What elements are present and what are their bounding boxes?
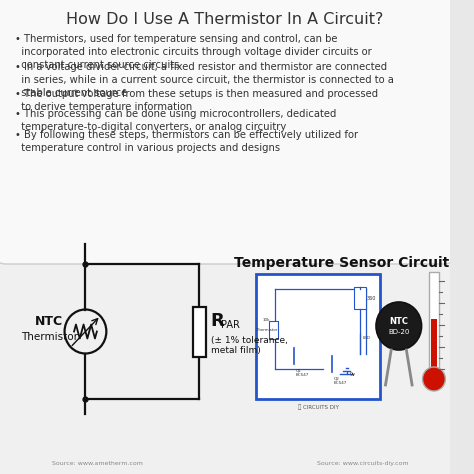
Text: • This processing can be done using microcontrollers, dedicated
  temperature-to: • This processing can be done using micr… [15,109,337,132]
Text: Q1
BC547: Q1 BC547 [295,368,309,377]
Text: R: R [211,312,225,330]
Text: metal film): metal film) [211,346,261,355]
Text: • Thermistors, used for temperature sensing and control, can be
  incorporated i: • Thermistors, used for temperature sens… [15,34,372,71]
Text: Thermistor: Thermistor [256,328,277,332]
Bar [354,287,365,309]
Text: 360: 360 [366,295,376,301]
Bar [269,321,278,339]
Text: Source: www.ametherm.com: Source: www.ametherm.com [52,461,143,466]
Text: Temperature Sensor Circuit: Temperature Sensor Circuit [234,256,449,270]
Text: NTC: NTC [389,317,408,326]
Text: Source: www.circuits-diy.com: Source: www.circuits-diy.com [317,461,408,466]
Text: PAR: PAR [221,320,240,330]
Text: BD-20: BD-20 [388,329,410,335]
Text: NTC: NTC [35,315,64,328]
Text: Q2
BC547: Q2 BC547 [333,376,346,384]
Circle shape [376,302,421,350]
Text: 10k: 10k [263,318,271,322]
Text: How Do I Use A Thermistor In A Circuit?: How Do I Use A Thermistor In A Circuit? [66,12,384,27]
FancyBboxPatch shape [0,0,456,264]
Circle shape [422,367,446,391]
Text: (± 1% tolerance,: (± 1% tolerance, [211,337,288,346]
Text: ⓒ CIRCUITS DIY: ⓒ CIRCUITS DIY [298,404,338,410]
Bar [256,274,380,399]
Bar [0,252,450,474]
Bar [193,307,206,356]
Bar [431,319,437,377]
Text: • In a voltage divider circuit, a fixed resistor and thermistor are connected
  : • In a voltage divider circuit, a fixed … [15,62,394,99]
Text: • The output voltage from these setups is then measured and processed
  to deriv: • The output voltage from these setups i… [15,89,378,112]
Text: Thermistor: Thermistor [21,331,78,341]
Bar [429,272,438,377]
Text: LED: LED [363,336,371,340]
Text: • By following these steps, thermistors can be effectively utilized for
  temper: • By following these steps, thermistors … [15,130,358,153]
Text: 9v: 9v [349,372,356,376]
